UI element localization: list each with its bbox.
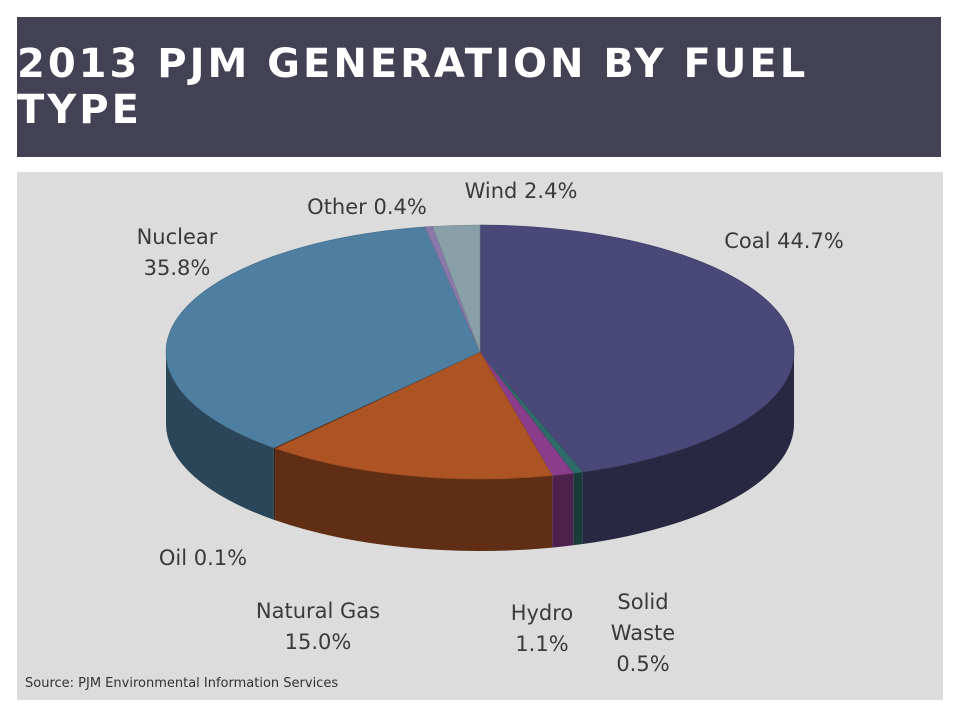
page-title: 2013 PJM GENERATION BY FUEL TYPE	[17, 41, 809, 133]
chart-panel: Coal 44.7% Solid Waste 0.5% Hydro 1.1% Natural…	[17, 172, 943, 700]
pie-side-nuclear	[166, 352, 274, 520]
pie-slice-nuclear	[165, 226, 481, 449]
source-note: Source: PJM Environmental Information Se…	[25, 676, 339, 691]
pie-top	[165, 224, 795, 480]
slice-label-solid_waste: Solid Waste 0.5%	[611, 590, 675, 676]
slice-label-hydro: Hydro 1.1%	[511, 601, 574, 656]
pie-side-coal	[582, 352, 794, 545]
pie-labels: Coal 44.7% Solid Waste 0.5% Hydro 1.1% Natural…	[137, 179, 844, 676]
pie-chart: Coal 44.7% Solid Waste 0.5% Hydro 1.1% Natural…	[137, 179, 844, 676]
pie-side-hydro	[552, 473, 574, 548]
pie-slice-natural_gas	[274, 351, 553, 480]
slice-label-coal: Coal 44.7%	[724, 229, 844, 253]
pie-side-oil	[273, 447, 276, 521]
pie-slice-coal	[479, 224, 795, 473]
pie-slice-wind	[432, 224, 481, 353]
slice-label-natural_gas: Natural Gas 15.0%	[256, 599, 380, 654]
pie-sides	[166, 352, 794, 551]
slice-label-wind: Wind 2.4%	[465, 179, 578, 203]
slice-label-nuclear: Nuclear 35.8%	[137, 225, 218, 280]
slide-header: 2013 PJM GENERATION BY FUEL TYPE	[17, 17, 941, 157]
slice-label-oil: Oil 0.1%	[159, 546, 247, 570]
slice-label-other: Other 0.4%	[307, 195, 427, 219]
pie-side-solid_waste	[573, 472, 583, 546]
pie-side-natural_gas	[275, 448, 553, 551]
